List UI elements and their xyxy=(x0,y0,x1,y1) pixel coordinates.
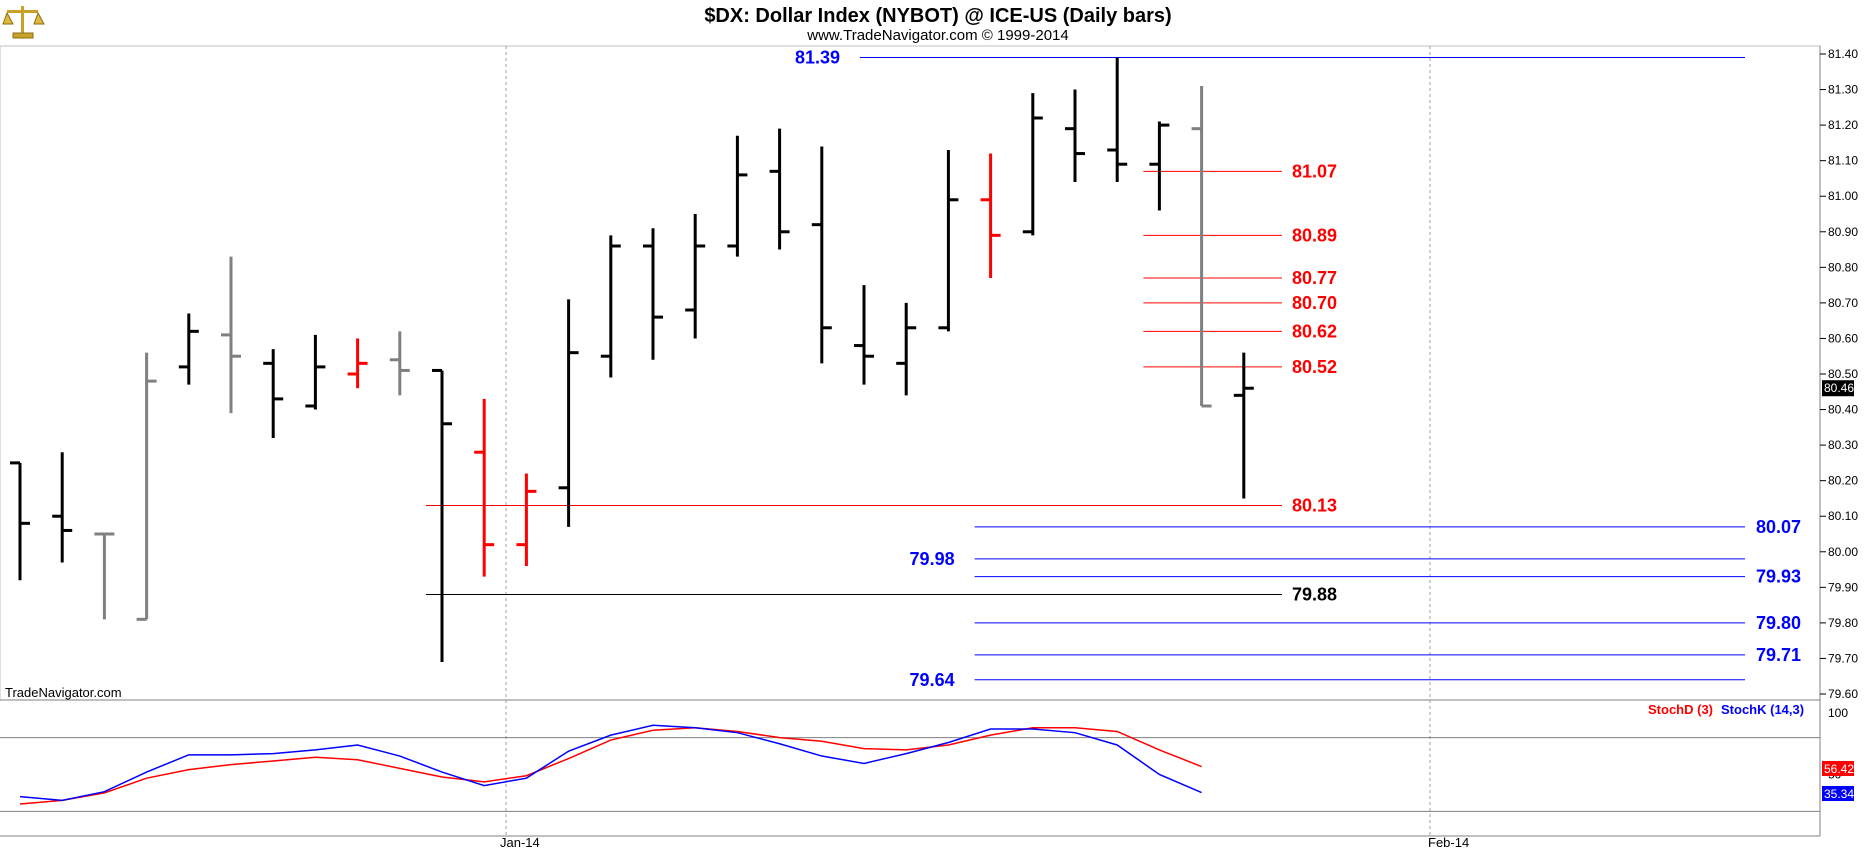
support-resistance-levels: 81.39 81.07 80.89 80.77 80.70 80.62 80.52 80.13… xyxy=(426,48,1801,690)
ohlc-bar xyxy=(305,334,326,410)
y-tick-label: 81.20 xyxy=(1828,118,1858,132)
ohlc-bar xyxy=(938,150,959,332)
svg-text:35.34: 35.34 xyxy=(1824,787,1854,801)
level-label: 80.89 xyxy=(1292,225,1337,245)
ohlc-bar xyxy=(178,313,199,385)
level-label: 79.98 xyxy=(910,549,955,569)
ohlc-bar xyxy=(1022,93,1043,236)
y-tick-label: 79.70 xyxy=(1828,651,1858,665)
y-tick-label: 80.90 xyxy=(1828,225,1858,239)
ohlc-bar xyxy=(1107,57,1128,182)
ohlc-bar xyxy=(1191,86,1212,408)
ohlc-bar xyxy=(811,146,832,364)
stochk-last-badge: 35.34 xyxy=(1822,786,1854,801)
y-tick-label: 81.10 xyxy=(1828,154,1858,168)
y-tick-label: 80.30 xyxy=(1828,438,1858,452)
legend-stochk: StochK (14,3) xyxy=(1721,702,1804,717)
scales-of-justice-icon xyxy=(2,6,45,39)
price-y-axis: 81.40 81.30 81.20 81.10 81.00 80.90 80.80 80.70… xyxy=(1820,47,1858,701)
ohlc-bar xyxy=(432,368,452,662)
stochastic-reference-lines xyxy=(0,737,1820,812)
ohlc-bar xyxy=(769,128,790,250)
y-tick-label: 80.20 xyxy=(1828,474,1858,488)
y-tick-label: 80.40 xyxy=(1828,403,1858,417)
chart-subtitle: www.TradeNavigator.com © 1999-2014 xyxy=(806,27,1068,44)
level-label: 81.39 xyxy=(795,48,840,68)
ohlc-bars xyxy=(10,57,1254,662)
y-tick-label: 80.80 xyxy=(1828,260,1858,274)
stoch-tick-label: 100 xyxy=(1828,706,1848,720)
y-tick-label: 80.00 xyxy=(1828,545,1858,559)
ohlc-bar xyxy=(389,331,410,396)
y-tick-label: 79.60 xyxy=(1828,687,1858,701)
legend-stochd: StochD (3) xyxy=(1648,702,1713,717)
ohlc-bar xyxy=(727,135,748,257)
y-tick-label: 80.10 xyxy=(1828,509,1858,523)
y-tick-label: 80.70 xyxy=(1828,296,1858,310)
last-price-badge: 80.46 xyxy=(1822,380,1854,397)
level-label: 80.52 xyxy=(1292,357,1337,377)
ohlc-bar xyxy=(474,398,495,577)
level-label: 80.77 xyxy=(1292,268,1337,288)
level-label: 79.71 xyxy=(1756,645,1801,665)
ohlc-bar xyxy=(221,256,241,414)
svg-text:56.42: 56.42 xyxy=(1824,762,1854,776)
y-tick-label: 79.80 xyxy=(1828,616,1858,630)
x-tick-label-jan: Jan-14 xyxy=(500,835,540,850)
ohlc-bar xyxy=(980,153,1001,278)
x-tick-label-feb: Feb-14 xyxy=(1428,835,1469,850)
y-tick-label: 81.00 xyxy=(1828,189,1858,203)
level-label: 80.70 xyxy=(1292,293,1337,313)
ohlc-bar xyxy=(347,338,368,389)
ohlc-bar xyxy=(1065,89,1085,182)
y-tick-label: 81.40 xyxy=(1828,47,1858,61)
svg-text:80.46: 80.46 xyxy=(1824,381,1854,395)
stochastic-panel xyxy=(19,724,1202,805)
ohlc-bar xyxy=(94,532,115,620)
level-label: 80.62 xyxy=(1292,321,1337,341)
ohlc-bar xyxy=(136,352,157,621)
stochk-line xyxy=(19,724,1202,802)
ohlc-bar xyxy=(1233,352,1254,499)
ohlc-bar xyxy=(600,235,621,378)
ohlc-bar xyxy=(10,461,30,581)
y-tick-label: 79.90 xyxy=(1828,580,1858,594)
level-label: 79.80 xyxy=(1756,613,1801,633)
stochd-line xyxy=(19,727,1202,805)
ohlc-bar xyxy=(854,285,874,385)
level-label: 81.07 xyxy=(1292,161,1337,181)
stochd-last-badge: 56.42 xyxy=(1822,761,1854,776)
y-tick-label: 80.60 xyxy=(1828,331,1858,345)
level-label: 79.93 xyxy=(1756,567,1801,587)
ohlc-bar xyxy=(516,473,537,566)
ohlc-bar xyxy=(263,349,284,438)
ohlc-bar xyxy=(685,214,706,339)
watermark: TradeNavigator.com xyxy=(5,685,122,700)
y-tick-label: 80.50 xyxy=(1828,367,1858,381)
ohlc-bar xyxy=(896,302,917,396)
ohlc-bar xyxy=(52,452,73,563)
chart-title: $DX: Dollar Index (NYBOT) @ ICE-US (Dail… xyxy=(704,5,1171,27)
level-label: 80.07 xyxy=(1756,517,1801,537)
ohlc-bar xyxy=(1149,121,1170,211)
ohlc-bar xyxy=(643,228,663,360)
level-label: 80.13 xyxy=(1292,496,1337,516)
level-label: 79.64 xyxy=(910,670,955,690)
y-tick-label: 81.30 xyxy=(1828,83,1858,97)
level-label: 79.88 xyxy=(1292,584,1337,604)
ohlc-bar xyxy=(558,299,579,527)
